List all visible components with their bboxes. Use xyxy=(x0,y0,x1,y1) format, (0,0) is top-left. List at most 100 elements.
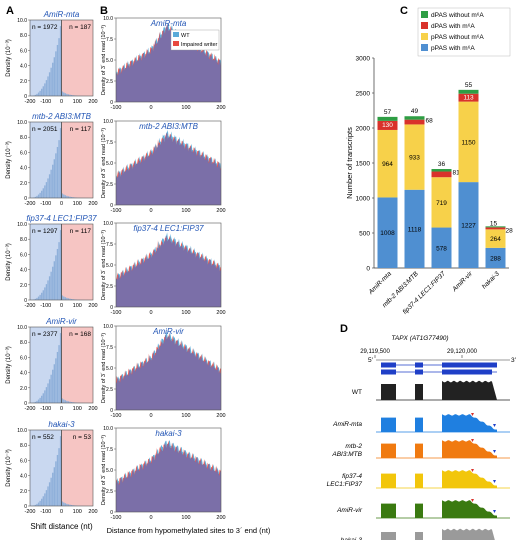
histA-bar xyxy=(58,140,60,198)
histA-ytick-label: 6.0 xyxy=(20,48,27,54)
tracksD-coverage-block xyxy=(415,443,423,458)
histA-bar xyxy=(67,298,70,300)
legend-box xyxy=(417,7,511,57)
histA-bar xyxy=(69,401,71,403)
histA-bar xyxy=(50,169,52,198)
histA-bar xyxy=(63,296,65,300)
histA-bar xyxy=(70,94,73,96)
histA-right-region xyxy=(61,122,93,198)
tracksD-marker-red xyxy=(471,439,474,442)
histA-bar xyxy=(34,94,37,96)
areaB-legend: WT Impaired writer xyxy=(170,29,220,51)
histA-ytick-label: 0 xyxy=(24,504,27,510)
stackC-ytick-label: 1500 xyxy=(356,161,371,168)
tracksD-coverage-block xyxy=(381,384,396,400)
histA-ytick-label: 10.0 xyxy=(17,18,27,24)
histA-ytick-label: 6.0 xyxy=(20,150,27,156)
panel-letter-C: C xyxy=(400,5,408,17)
stackC-data-label: 15 xyxy=(490,220,498,227)
histA-bar xyxy=(42,496,44,506)
histA-n-right: n = 187 xyxy=(69,24,91,31)
histA-ytick-label: 10.0 xyxy=(17,428,27,434)
stackC-bar-segment xyxy=(431,227,452,268)
histA-bar xyxy=(69,298,71,300)
areaB-overlap xyxy=(116,443,221,512)
histA-xtick-label: -200 xyxy=(24,406,35,412)
histA-bar xyxy=(36,195,38,198)
histA-bar xyxy=(70,504,73,506)
histA-bar xyxy=(48,482,51,506)
legend-label: dPAS without m⁶A xyxy=(431,12,484,19)
tracksD-track-label: mtb-2 xyxy=(345,443,362,450)
histA-panel-2: fip37-4 LEC1:FIP37 n = 1297 n = 117 0 2.0 4.0… xyxy=(6,214,98,309)
histA-bar xyxy=(70,196,73,198)
histA-xtick-label: 100 xyxy=(73,509,82,515)
histA-bar xyxy=(72,197,74,198)
histA-ytick-label: 6.0 xyxy=(20,458,27,464)
legend-label-wt: WT xyxy=(181,33,190,39)
areaB-xtick-label: 200 xyxy=(216,105,225,111)
histA-bar xyxy=(67,504,70,506)
panel-letter-B: B xyxy=(100,5,108,17)
histA-bar xyxy=(72,95,74,96)
tracksD-coverage-block xyxy=(415,503,423,518)
histA-bar xyxy=(36,93,38,96)
histA-ytick-label: 2.0 xyxy=(20,489,27,495)
histA-bar xyxy=(69,196,71,198)
tracksD-coverage-block xyxy=(381,532,396,540)
histA-bar xyxy=(52,472,54,506)
stackC-chart: 0 500 1000 1500 2000 2500 3000 Number of transc… xyxy=(345,7,513,316)
histA-xtick-label: 200 xyxy=(88,303,97,309)
histA-bar xyxy=(37,502,40,506)
histA-ytick-label: 10.0 xyxy=(17,222,27,228)
areaB-overlap xyxy=(116,235,221,307)
histA-ytick-label: 4.0 xyxy=(20,64,27,70)
histA-ytick-label: 2.0 xyxy=(20,386,27,392)
areaB-overlap xyxy=(116,334,221,410)
histA-xtick-label: 100 xyxy=(73,303,82,309)
areaB-xtick-label: 0 xyxy=(149,413,152,419)
histA-n-left: n = 2051 xyxy=(32,126,58,133)
areaB-ytick-label: 2.5 xyxy=(106,182,113,188)
stackC-data-label: 1227 xyxy=(461,223,476,230)
areaB-ytick-label: 2.5 xyxy=(106,79,113,85)
histA-bar xyxy=(63,502,65,506)
histA-panel-0: AmiR-mta n = 1972 n = 187 0 2.0 4.0 6.0 8.0 10.0… xyxy=(6,10,98,105)
stackC-data-label: 1008 xyxy=(380,230,395,237)
histA-bar xyxy=(59,26,62,96)
histA-ytick-label: 4.0 xyxy=(20,474,27,480)
areaB-ytick-label: 5.0 xyxy=(106,263,113,269)
stackC-bar-segment xyxy=(431,177,452,228)
histA-panel-4: hakai-3 n = 552 n = 53 0 2.0 4.0 6.0 8.0 10.0 -20… xyxy=(6,420,98,515)
tracksD-coord-left: 29,119,500 xyxy=(360,349,390,355)
histA-bar xyxy=(36,297,38,300)
areaB-ytick-label: 10.0 xyxy=(103,221,113,227)
areaB-xtick-label: 200 xyxy=(216,208,225,214)
histA-bar xyxy=(34,298,37,300)
areaB-ytick-label: 10.0 xyxy=(103,16,113,22)
stackC-bar-segment xyxy=(485,247,506,268)
histA-bar xyxy=(66,195,68,198)
areaB-panel-4: hakai-302.55.07.510.0-100 0 100 200Density … xyxy=(101,426,226,521)
histA-bar xyxy=(34,504,37,506)
histA-bar xyxy=(45,387,48,403)
histA-bar xyxy=(34,196,37,198)
areaB-xlabel: Distance from hypomethylated sites to 3´… xyxy=(107,526,271,535)
stackC-ylabel: Number of transcripts xyxy=(345,127,354,199)
stackC-ytick-label: 2500 xyxy=(356,91,371,98)
legend-swatch xyxy=(421,44,428,51)
histA-bar xyxy=(74,402,76,403)
histA-bar xyxy=(74,505,76,506)
histA-bar xyxy=(72,505,74,506)
areaB-xtick-label: 100 xyxy=(181,105,190,111)
histA-bar xyxy=(56,44,59,96)
histA-bar xyxy=(67,94,70,96)
histA-right-region xyxy=(61,327,93,403)
areaB-ytick-label: 7.5 xyxy=(106,345,113,351)
stackC-data-label: 57 xyxy=(384,109,392,116)
histA-xtick-label: -200 xyxy=(24,99,35,105)
histA-xtick-label: 200 xyxy=(88,509,97,515)
